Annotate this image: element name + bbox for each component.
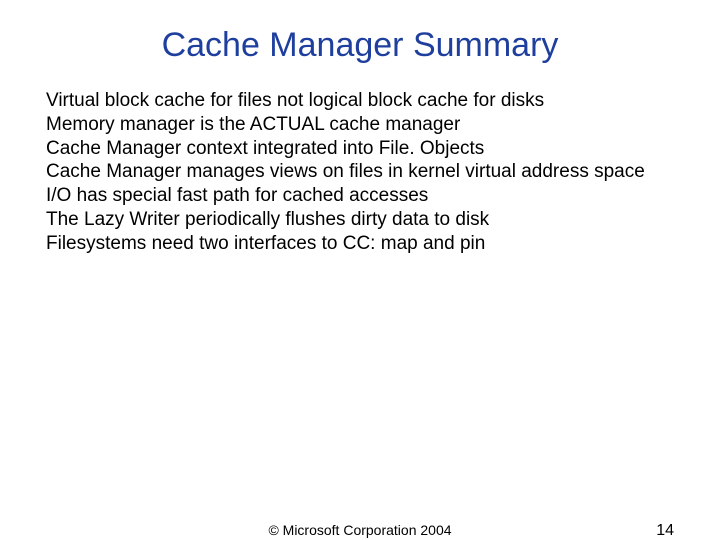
bullet-item: The Lazy Writer periodically flushes dir… (46, 208, 674, 232)
bullet-item: Virtual block cache for files not logica… (46, 89, 674, 113)
slide-content: Virtual block cache for files not logica… (0, 89, 720, 255)
page-number: 14 (656, 522, 674, 540)
bullet-item: Cache Manager manages views on files in … (46, 160, 674, 184)
slide-title: Cache Manager Summary (0, 0, 720, 89)
copyright-text: © Microsoft Corporation 2004 (0, 522, 720, 538)
bullet-item: Cache Manager context integrated into Fi… (46, 137, 674, 161)
bullet-item: Memory manager is the ACTUAL cache manag… (46, 113, 674, 137)
bullet-item: Filesystems need two interfaces to CC: m… (46, 232, 674, 256)
bullet-item: I/O has special fast path for cached acc… (46, 184, 674, 208)
